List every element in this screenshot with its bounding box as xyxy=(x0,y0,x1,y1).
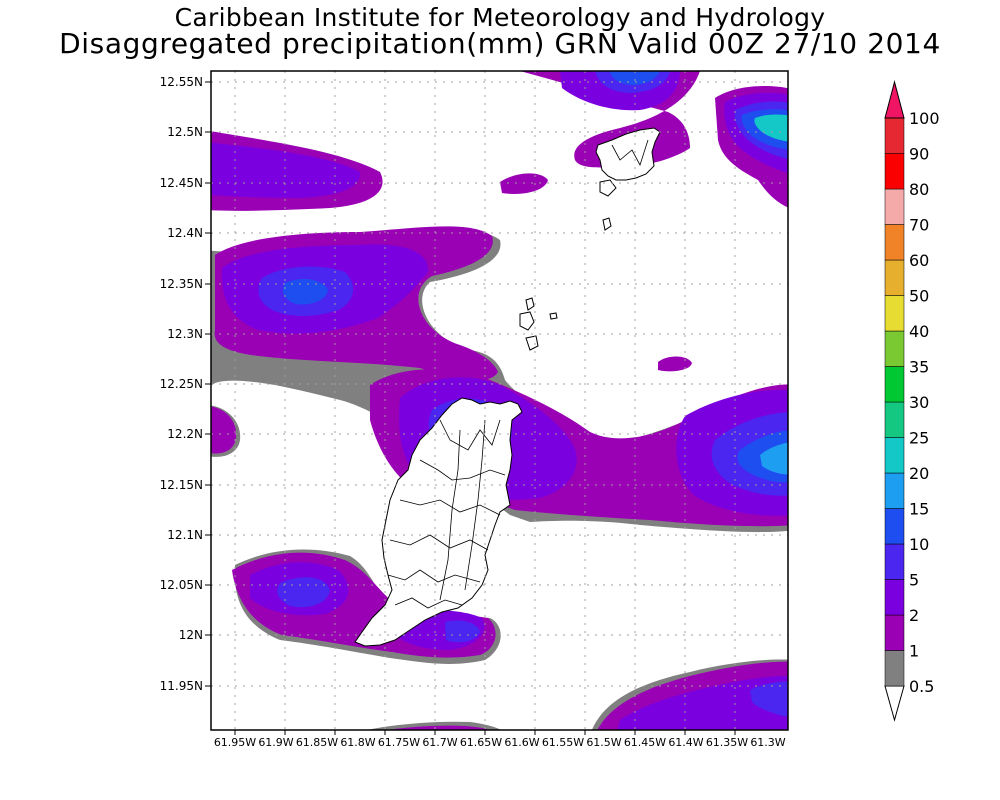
legend-label: 1 xyxy=(909,642,919,661)
legend-swatch xyxy=(884,543,905,580)
legend-swatch xyxy=(884,401,905,438)
map-frame xyxy=(210,70,789,731)
legend-label: 100 xyxy=(909,109,940,128)
lon-label: 61.8W xyxy=(340,736,375,749)
lon-label: 61.75W xyxy=(378,736,420,749)
legend-swatch xyxy=(884,259,905,296)
legend-label: 90 xyxy=(909,145,929,164)
parish-boundaries xyxy=(387,139,649,609)
legend-label: 5 xyxy=(909,571,919,590)
legend-label: 30 xyxy=(909,393,929,412)
lat-label: 12.25N xyxy=(160,377,203,391)
legend-swatch xyxy=(884,472,905,509)
lon-label: 61.95W xyxy=(214,736,256,749)
longitude-ticks xyxy=(234,730,736,735)
legend-swatch xyxy=(884,188,905,225)
legend-swatch xyxy=(884,153,905,190)
lon-label: 61.65W xyxy=(460,736,502,749)
lon-label: 61.45W xyxy=(624,736,666,749)
legend-swatch xyxy=(884,508,905,545)
lon-label: 61.9W xyxy=(258,736,293,749)
lon-label: 61.85W xyxy=(296,736,338,749)
lat-label: 12.4N xyxy=(167,226,203,240)
small-island xyxy=(519,311,535,331)
longitude-labels: 61.95W 61.9W 61.85W 61.8W 61.75W 61.7W 6… xyxy=(214,736,786,749)
graticule xyxy=(211,71,788,730)
precip-band-15mm xyxy=(754,114,788,475)
lon-label: 61.6W xyxy=(504,736,539,749)
carriacou-island xyxy=(595,127,661,181)
small-island xyxy=(525,335,539,351)
legend-label: 40 xyxy=(909,322,929,341)
legend-swatch xyxy=(884,614,905,651)
lon-label: 61.4W xyxy=(668,736,703,749)
small-island xyxy=(549,312,558,320)
small-island xyxy=(599,179,617,197)
legend-label: 2 xyxy=(909,606,919,625)
legend-label: 0.5 xyxy=(909,677,934,696)
lat-label: 12.35N xyxy=(160,277,203,291)
lat-label: 12.2N xyxy=(167,427,203,441)
legend-swatch xyxy=(884,224,905,261)
lat-label: 12.5N xyxy=(167,125,203,139)
legend-swatch xyxy=(884,579,905,616)
grenada-island xyxy=(354,397,523,647)
legend-label: 10 xyxy=(909,535,929,554)
lon-label: 61.5W xyxy=(586,736,621,749)
legend-label: 15 xyxy=(909,500,929,519)
legend-swatch xyxy=(884,437,905,474)
lat-label: 12.05N xyxy=(160,578,203,592)
legend-arrow-high xyxy=(884,80,905,119)
legend-swatch xyxy=(884,330,905,367)
lat-label: 12.3N xyxy=(167,327,203,341)
lon-label: 61.35W xyxy=(706,736,748,749)
legend-label: 80 xyxy=(909,180,929,199)
latitude-ticks xyxy=(205,81,211,687)
lat-label: 12N xyxy=(179,628,203,642)
institution-title: Caribbean Institute for Meteorology and … xyxy=(174,3,826,32)
legend-swatch xyxy=(884,117,905,154)
latitude-labels: 11.95N 12N 12.05N 12.1N 12.15N 12.2N 12.… xyxy=(160,75,203,693)
product-title: Disaggregated precipitation(mm) GRN Vali… xyxy=(59,27,941,60)
lon-label: 61.7W xyxy=(422,736,457,749)
legend-swatch xyxy=(884,295,905,332)
lat-label: 12.15N xyxy=(160,478,203,492)
legend-label: 35 xyxy=(909,358,929,377)
legend-swatch xyxy=(884,366,905,403)
legend-label: 60 xyxy=(909,251,929,270)
lon-label: 61.3W xyxy=(750,736,785,749)
legend-label: 20 xyxy=(909,464,929,483)
lat-label: 12.55N xyxy=(160,75,203,89)
legend-swatch xyxy=(884,650,905,687)
legend-label: 70 xyxy=(909,216,929,235)
lon-label: 61.55W xyxy=(542,736,584,749)
lat-label: 12.45N xyxy=(160,176,203,190)
small-island xyxy=(525,297,535,311)
lat-label: 11.95N xyxy=(160,679,203,693)
lat-label: 12.1N xyxy=(167,528,203,542)
small-island xyxy=(602,217,612,231)
legend-label: 50 xyxy=(909,287,929,306)
land-outline xyxy=(354,127,661,647)
legend-label: 25 xyxy=(909,429,929,448)
legend-arrow-low xyxy=(884,685,905,722)
